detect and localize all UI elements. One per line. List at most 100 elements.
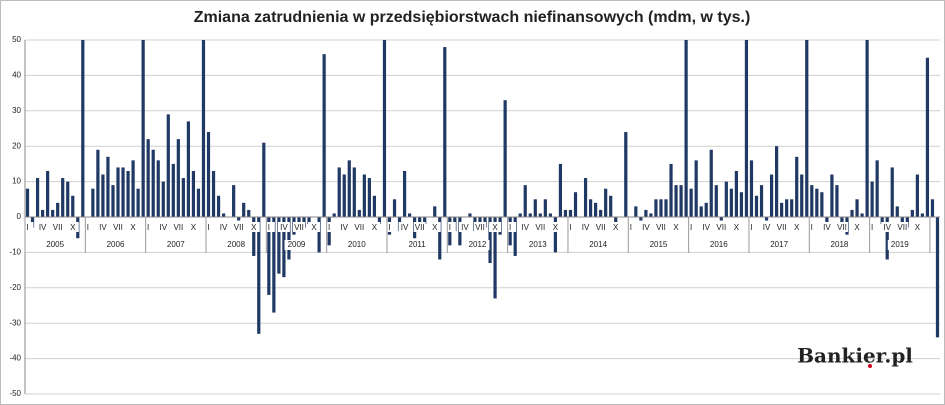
x-tick-label-bg [458, 222, 471, 232]
x-tick-label-bg [232, 222, 245, 232]
bar [910, 209, 914, 217]
x-tick-label-bg [745, 222, 758, 232]
x-tick-label: I [207, 223, 209, 232]
x-tick-label-bg [323, 222, 336, 232]
year-label-bg [224, 240, 249, 250]
y-tick-label: 10 [12, 177, 21, 186]
bar [568, 209, 573, 217]
bar [408, 213, 412, 217]
bar [503, 100, 507, 217]
x-tick-label: VII [113, 223, 123, 232]
x-tick-label-bg [338, 222, 351, 232]
bar [790, 199, 794, 217]
x-tick-label: X [311, 223, 317, 232]
x-tick-label: VII [354, 223, 364, 232]
x-tick-label: VII [475, 223, 485, 232]
x-tick-label: X [794, 223, 800, 232]
x-tick-label-bg [579, 222, 592, 232]
bar [820, 192, 824, 217]
bar [262, 142, 266, 217]
x-tick-label: X [915, 223, 921, 232]
bar [704, 202, 708, 217]
year-label-bg [767, 240, 792, 250]
bar [35, 178, 40, 217]
bar [357, 209, 361, 217]
x-tick-label-bg [96, 222, 109, 232]
year-label-bg [887, 240, 912, 250]
bar [377, 217, 382, 225]
bar [810, 185, 814, 217]
year-label-bg [163, 240, 188, 250]
year-label-bg [586, 240, 611, 250]
x-tick-label: X [734, 223, 740, 232]
bar [915, 174, 919, 217]
bar [543, 199, 547, 217]
year-label-bg [284, 240, 309, 250]
x-tick-label-bg [896, 222, 909, 232]
bar [423, 217, 427, 225]
x-tick-label-bg [398, 222, 411, 232]
bar [176, 139, 180, 217]
bar [754, 195, 759, 217]
x-tick-label: IV [340, 223, 348, 232]
x-tick-label-bg [202, 222, 215, 232]
x-tick-label-bg [277, 222, 290, 232]
x-tick-label: X [432, 223, 438, 232]
x-tick-label: IV [642, 223, 650, 232]
bar [488, 217, 492, 264]
x-tick-label: IV [461, 223, 469, 232]
bar [56, 202, 60, 217]
bar [870, 181, 874, 217]
x-tick-label-bg [730, 222, 743, 232]
bar [644, 209, 648, 217]
bar [674, 185, 678, 217]
x-tick-label-bg [851, 222, 864, 232]
x-tick-label: IV [280, 223, 288, 232]
bar [438, 217, 442, 260]
x-tick-label: VII [716, 223, 726, 232]
x-tick-label-bg [866, 222, 879, 232]
bar [443, 47, 447, 217]
x-tick-label-bg [835, 222, 848, 232]
bar [111, 185, 115, 217]
bar [528, 213, 532, 217]
x-tick-label-bg [670, 222, 683, 232]
year-label: 2006 [107, 240, 125, 249]
x-tick-label-bg [443, 222, 456, 232]
x-tick-label-bg [760, 222, 773, 232]
bar [609, 195, 613, 217]
x-tick-label: IV [401, 223, 409, 232]
year-label-bg [525, 240, 550, 250]
bar [221, 213, 226, 217]
bar [689, 188, 693, 217]
bar [583, 178, 588, 217]
bar [734, 170, 738, 217]
bar [252, 217, 256, 256]
y-tick-label: -10 [9, 248, 21, 257]
year-label: 2019 [891, 240, 909, 249]
x-tick-label-bg [353, 222, 366, 232]
bar [40, 209, 45, 217]
x-tick-label-bg [700, 222, 713, 232]
x-tick-label-bg [624, 222, 637, 232]
x-tick-label-bg [775, 222, 788, 232]
x-tick-label: X [251, 223, 257, 232]
bar [352, 167, 356, 217]
y-tick-label: 50 [12, 35, 21, 44]
bar [659, 199, 663, 217]
y-tick-label: 40 [12, 71, 21, 80]
bar [775, 146, 779, 217]
x-tick-label: X [372, 223, 378, 232]
x-tick-label-bg [292, 222, 305, 232]
x-tick-label-bg [473, 222, 486, 232]
x-tick-label-bg [805, 222, 818, 232]
bar [367, 178, 371, 217]
bar [136, 188, 140, 217]
watermark: Bankier.pl [797, 344, 913, 368]
bar [860, 213, 864, 217]
bar [66, 181, 70, 217]
bar [211, 170, 216, 217]
x-tick-label: I [147, 223, 149, 232]
x-tick-label: X [191, 223, 197, 232]
bar [594, 202, 598, 217]
